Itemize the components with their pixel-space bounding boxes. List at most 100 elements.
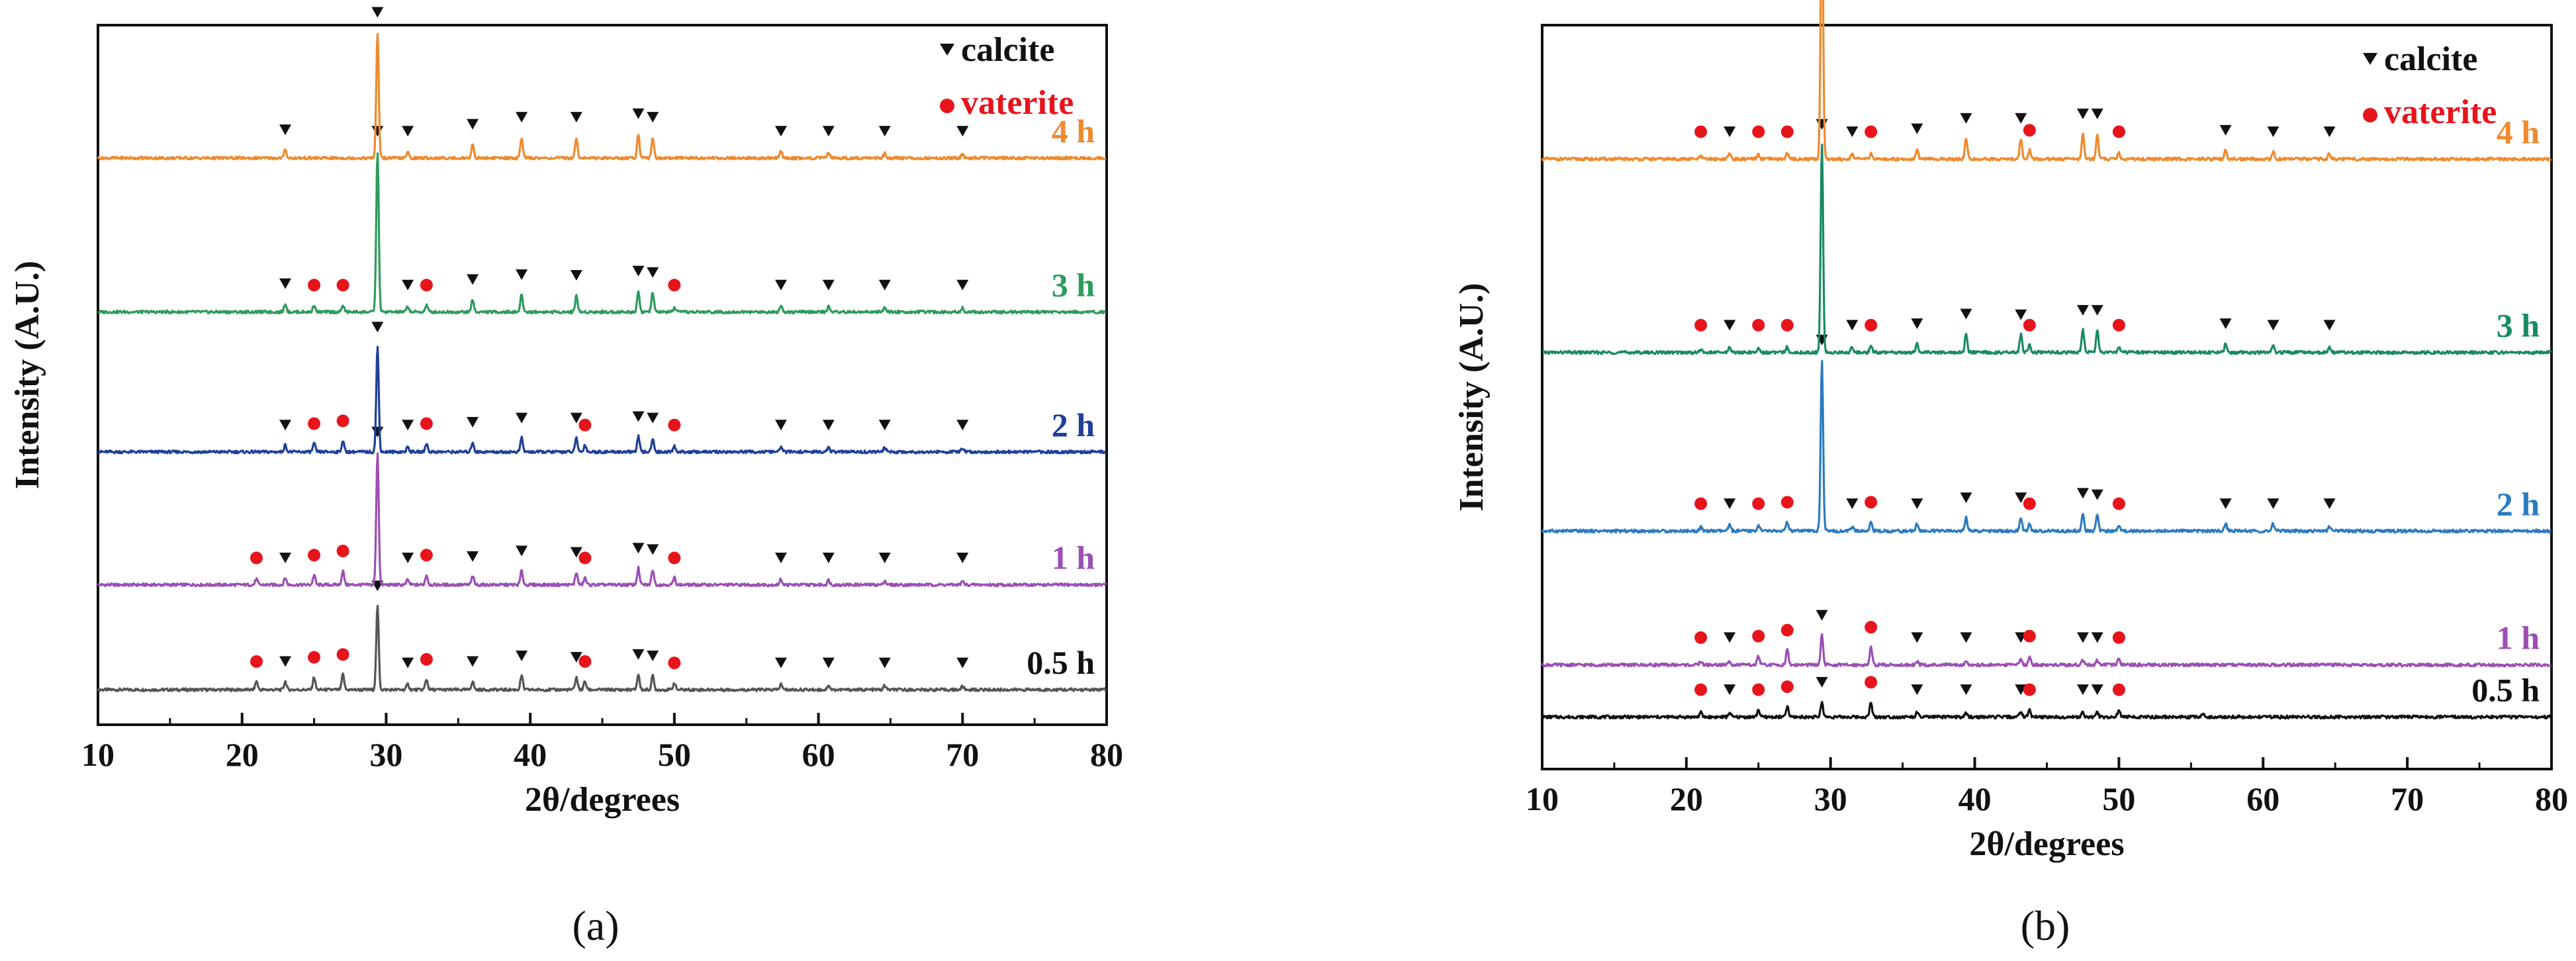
vaterite-marker bbox=[250, 551, 263, 565]
calcite-marker bbox=[632, 265, 645, 277]
calcite-marker bbox=[371, 426, 384, 437]
vaterite-marker bbox=[336, 414, 349, 428]
legend-vaterite-marker bbox=[2363, 108, 2377, 122]
calcite-marker bbox=[1960, 308, 1972, 320]
calcite-marker bbox=[570, 270, 582, 281]
vaterite-marker bbox=[420, 279, 433, 292]
vaterite-marker bbox=[668, 551, 681, 565]
calcite-marker bbox=[279, 278, 292, 289]
vaterite-marker bbox=[1780, 496, 1794, 509]
calcite-marker bbox=[371, 126, 384, 137]
vaterite-marker bbox=[420, 417, 433, 430]
calcite-marker bbox=[1724, 498, 1736, 510]
calcite-marker bbox=[822, 126, 835, 137]
series-line bbox=[97, 345, 1107, 455]
calcite-marker bbox=[2076, 109, 2089, 120]
series-label: 2 h bbox=[2497, 485, 2540, 522]
x-tick-label: 40 bbox=[1958, 780, 1992, 817]
calcite-marker bbox=[878, 420, 891, 431]
calcite-marker bbox=[2076, 684, 2089, 696]
vaterite-marker bbox=[2112, 318, 2125, 332]
legend-vaterite-marker bbox=[940, 99, 954, 113]
calcite-marker bbox=[2219, 318, 2232, 330]
series-4h: 4 h bbox=[1541, 0, 2552, 162]
vaterite-marker bbox=[336, 279, 349, 292]
calcite-marker bbox=[774, 420, 787, 431]
x-tick-label: 70 bbox=[946, 736, 979, 773]
calcite-marker bbox=[1960, 492, 1972, 504]
calcite-marker bbox=[956, 553, 969, 564]
vaterite-marker bbox=[2023, 497, 2036, 510]
calcite-marker bbox=[516, 112, 528, 123]
calcite-marker bbox=[467, 118, 479, 130]
vaterite-marker bbox=[1864, 125, 1878, 138]
series-2h: 2 h bbox=[97, 322, 1107, 455]
vaterite-marker bbox=[1780, 623, 1794, 637]
calcite-marker bbox=[1724, 632, 1736, 643]
series-line bbox=[1541, 0, 2552, 162]
vaterite-marker bbox=[1694, 683, 1708, 696]
vaterite-marker bbox=[1864, 496, 1878, 509]
calcite-marker bbox=[1846, 498, 1859, 510]
x-tick-label: 50 bbox=[658, 736, 691, 773]
y-axis-label: Intensity (A.U.) bbox=[9, 261, 46, 489]
calcite-marker bbox=[516, 545, 528, 557]
calcite-marker bbox=[956, 657, 969, 668]
calcite-marker bbox=[647, 112, 659, 123]
calcite-marker bbox=[822, 279, 835, 291]
vaterite-marker bbox=[1752, 497, 1765, 510]
vaterite-marker bbox=[308, 651, 321, 664]
calcite-marker bbox=[774, 553, 787, 564]
vaterite-marker bbox=[420, 549, 433, 562]
series-0-5h: 0.5 h bbox=[1541, 671, 2552, 720]
calcite-marker bbox=[647, 544, 659, 555]
calcite-marker bbox=[2267, 498, 2279, 510]
calcite-marker bbox=[467, 656, 479, 667]
plot-frame bbox=[1541, 24, 2553, 770]
calcite-marker bbox=[1724, 684, 1736, 696]
series-line bbox=[1541, 144, 2552, 355]
calcite-marker bbox=[402, 657, 414, 668]
calcite-marker bbox=[279, 656, 292, 667]
calcite-marker bbox=[2015, 492, 2027, 504]
vaterite-marker bbox=[1864, 621, 1878, 634]
x-tick-label: 70 bbox=[2391, 780, 2424, 817]
calcite-marker bbox=[822, 420, 835, 431]
calcite-marker bbox=[516, 412, 528, 424]
calcite-marker bbox=[2323, 126, 2336, 138]
calcite-marker bbox=[1816, 118, 1828, 130]
vaterite-marker bbox=[1752, 125, 1765, 138]
vaterite-marker bbox=[1780, 318, 1794, 332]
legend-calcite-label: calcite bbox=[961, 31, 1054, 69]
x-tick-label: 30 bbox=[1814, 780, 1847, 817]
vaterite-marker bbox=[1780, 680, 1794, 694]
calcite-marker bbox=[1911, 684, 1923, 696]
calcite-marker bbox=[371, 322, 384, 333]
calcite-marker bbox=[1846, 320, 1859, 331]
vaterite-marker bbox=[1752, 629, 1765, 643]
calcite-marker bbox=[647, 651, 659, 662]
calcite-marker bbox=[647, 412, 659, 424]
vaterite-marker bbox=[1752, 318, 1765, 332]
vaterite-marker bbox=[336, 648, 349, 661]
series-line bbox=[97, 604, 1107, 692]
calcite-marker bbox=[1911, 318, 1923, 330]
series-label: 0.5 h bbox=[1027, 644, 1095, 681]
calcite-marker bbox=[2091, 489, 2103, 500]
series-4h: 4 h bbox=[97, 7, 1107, 161]
calcite-marker bbox=[279, 553, 292, 564]
calcite-marker bbox=[1960, 684, 1972, 696]
legend: calcite vaterite bbox=[940, 31, 1074, 122]
series-label: 1 h bbox=[2497, 619, 2540, 657]
series-line bbox=[97, 152, 1107, 315]
vaterite-marker bbox=[308, 549, 321, 562]
series-3h: 3 h bbox=[97, 126, 1107, 315]
calcite-marker bbox=[371, 7, 384, 18]
calcite-marker bbox=[516, 269, 528, 280]
vaterite-marker bbox=[2023, 683, 2036, 696]
x-tick-label: 10 bbox=[81, 736, 115, 773]
calcite-marker bbox=[402, 420, 414, 431]
calcite-marker bbox=[2219, 124, 2232, 136]
vaterite-marker bbox=[1864, 318, 1878, 332]
